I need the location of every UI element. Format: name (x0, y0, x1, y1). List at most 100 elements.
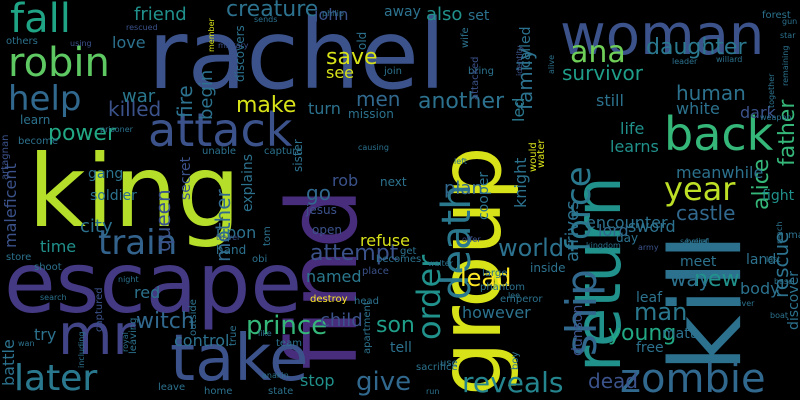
word: witch (136, 309, 195, 334)
word: tom (262, 226, 273, 246)
word: later (14, 358, 97, 399)
word: lee (508, 291, 520, 300)
word: join (383, 66, 402, 77)
word: would (528, 142, 539, 172)
word: make (236, 93, 296, 118)
word: queen (151, 189, 175, 252)
word: gang (88, 166, 123, 182)
word: travel (216, 233, 239, 242)
word: including (77, 332, 86, 368)
word: rescued (126, 23, 158, 32)
word: leader (672, 57, 698, 66)
word: power (48, 121, 117, 146)
word: team (276, 338, 302, 349)
word: get (400, 246, 417, 257)
word: wan (18, 339, 35, 348)
word: life (620, 119, 644, 138)
word: discovers (233, 25, 247, 82)
word: explains (240, 154, 256, 212)
word: refuse (360, 231, 410, 250)
word: state (268, 386, 293, 397)
word: led (509, 98, 528, 122)
word: death (434, 184, 480, 300)
word: magic (788, 230, 800, 241)
word: sends (254, 15, 277, 24)
word: sacrifice (416, 362, 458, 373)
word: john (313, 5, 349, 24)
word: mother (211, 188, 235, 262)
word: becomes (376, 254, 421, 265)
word: causing (358, 143, 389, 152)
word: human (676, 81, 746, 105)
word: find (267, 188, 379, 370)
word: military (218, 41, 249, 50)
word: jesus (305, 203, 337, 217)
word: boy (510, 352, 521, 370)
word: see (326, 63, 354, 82)
word: ship (557, 269, 606, 356)
word: phantom (480, 282, 525, 293)
word: white (676, 99, 720, 118)
word: become (18, 136, 58, 147)
word: cooper (476, 172, 492, 220)
word: store (6, 252, 31, 263)
word: captured (94, 287, 105, 332)
word: old (355, 32, 369, 50)
word: boat (770, 311, 788, 320)
word: attack (148, 103, 293, 157)
word: lord (598, 221, 629, 240)
word: king (28, 133, 241, 250)
word: knight (511, 158, 530, 208)
word: weapon (760, 113, 791, 122)
word: head (354, 296, 379, 307)
word: creature (226, 0, 318, 22)
word: destroy (310, 294, 348, 305)
word: war (122, 86, 156, 107)
word: leave (158, 382, 185, 393)
word: also (426, 4, 462, 25)
word: rob (332, 171, 358, 190)
word: dead (588, 369, 638, 393)
word: give (356, 367, 411, 397)
word: apartment (362, 301, 373, 354)
word: discover (786, 271, 800, 330)
word: leaf (636, 290, 663, 306)
word: star (780, 31, 796, 40)
word: back (664, 107, 774, 161)
word: several (680, 237, 709, 246)
word: anakin (262, 371, 289, 380)
word: use (440, 358, 458, 369)
word: inside (530, 261, 566, 275)
word: men (356, 87, 400, 111)
word: remaining (781, 46, 790, 86)
word: others (6, 36, 38, 47)
word: sword (628, 217, 676, 236)
word: child (320, 310, 363, 331)
word: attempt (310, 241, 399, 266)
word: family (513, 48, 537, 110)
word: return (562, 176, 636, 372)
word: run (426, 387, 439, 396)
word: walter (428, 259, 454, 268)
word: identity (515, 45, 524, 76)
word: killed (108, 97, 161, 121)
word: water (536, 139, 547, 168)
word: world (498, 234, 564, 262)
word: plan (444, 178, 483, 199)
word: later (14, 358, 97, 399)
word: true (228, 325, 239, 346)
word: alice (749, 159, 774, 210)
word: force (559, 166, 599, 252)
word: sister (291, 139, 305, 172)
word: dunson (570, 305, 586, 356)
word: new (694, 267, 739, 292)
word: zombie (620, 356, 766, 400)
word: base (774, 277, 793, 286)
word: young (608, 321, 676, 346)
word: take (170, 322, 308, 396)
word: train (98, 223, 177, 263)
word: meet (680, 254, 717, 270)
word: rachel (148, 0, 446, 111)
